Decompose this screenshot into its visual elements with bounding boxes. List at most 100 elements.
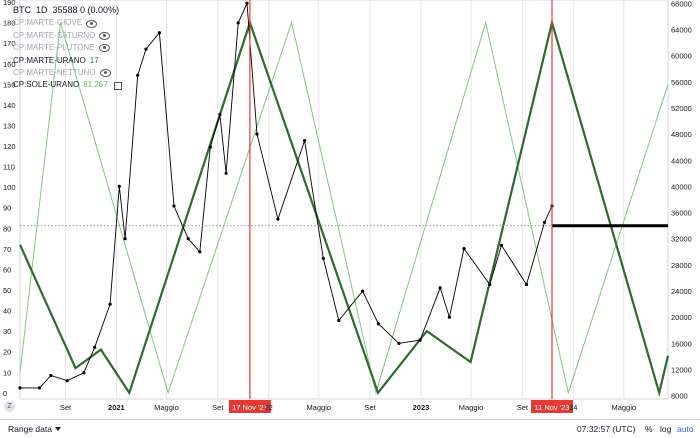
chart-canvas[interactable]: 0 10 20 30 40 50 60 70 80 90 100 110 120 130 140 150 160… [0,0,700,419]
btc-point [172,204,176,208]
btc-point [218,112,222,117]
btc-point [462,247,466,251]
square-icon[interactable] [113,81,122,90]
right-tick-label: 28000 [671,261,692,270]
legend-item-label: CP:MARTE-PLUTONE [13,43,95,53]
btc-point [65,379,69,383]
left-tick-label: 180 [3,19,16,28]
btc-point [108,302,112,306]
btc-point [397,341,401,345]
left-tick-label: 170 [3,39,16,48]
left-tick-label: 20 [3,348,11,357]
series-line-cp-marte-urano [18,18,670,398]
z-toggle-button[interactable]: Z [4,401,15,412]
range-selector[interactable]: Range data [8,424,61,434]
btc-point [376,322,380,326]
symbol-label[interactable]: BTC [13,5,31,15]
btc-point [321,256,325,260]
log-toggle[interactable]: log [660,424,672,434]
right-tick-label: 40000 [671,182,692,191]
right-tick-label: 44000 [671,156,692,165]
btc-point [208,145,212,149]
legend-item-label: CP:MARTE-URANO [13,55,86,65]
left-tick-label: 80 [3,224,11,233]
btc-point [524,282,529,287]
x-tick-label: Set [212,403,224,412]
right-tick-label: 24000 [671,287,692,296]
x-tick-label: Set [517,403,529,412]
left-tick-label: 190 [3,0,16,7]
x-tick-label: 11 Nov '23 [534,403,569,412]
left-tick-label: 70 [3,245,11,254]
auto-scale-toggle[interactable]: auto [677,424,694,434]
clock-time: 07:32:57 (UTC) [577,424,636,434]
left-tick-label: 60 [3,265,11,274]
right-tick-label: 20000 [671,313,692,322]
legend-title[interactable]: BTC 1D 35588 0 (0.00%) [13,4,122,16]
btc-point [418,338,422,342]
right-tick-label: 16000 [671,339,692,348]
legend-item-cp-marte-urano[interactable]: CP:MARTE-URANO 17 [13,55,122,67]
btc-point [198,250,202,254]
legend-item-label: CP:MARTE-NETTUNO [13,68,96,78]
btc-point [38,386,42,390]
legend-item-label: CP:MARTE-SATURNO [13,30,96,40]
x-tick-label: 2021 [108,403,125,412]
price-info: 35588 0 (0.00%) [52,5,120,15]
right-tick-label: 64000 [671,25,692,34]
legend-item-cp-marte-nettuno[interactable]: CP:MARTE-NETTUNO [13,67,122,79]
x-tick-label: Set [60,403,72,412]
btc-point [337,318,341,323]
btc-point [224,171,228,175]
legend-item-label: CP:SOLE-URANO [13,80,80,90]
eye-icon[interactable] [98,44,110,53]
left-tick-label: 150 [3,80,16,89]
left-tick-label: 30 [3,327,11,336]
btc-point [49,373,53,378]
btc-point [447,315,451,319]
right-tick-label: 68000 [671,0,692,8]
btc-point [499,243,504,247]
left-tick-label: 120 [3,142,16,151]
right-tick-label: 36000 [671,209,692,218]
interval-label[interactable]: 1D [36,5,48,15]
right-tick-label: 32000 [671,235,692,244]
btc-point [361,289,365,293]
btc-point [276,217,280,221]
chart-legend: BTC 1D 35588 0 (0.00%) CP:MARTE-GIOVE CP:… [13,4,122,92]
series-line-cp-sole-urano [19,20,669,395]
left-tick-label: 140 [3,101,16,110]
btc-point [18,386,22,390]
btc-point [136,73,140,77]
btc-point [255,132,259,136]
btc-point [93,345,97,349]
legend-item-cp-marte-plutone[interactable]: CP:MARTE-PLUTONE [13,42,122,54]
x-tick-label: 2023 [413,403,430,412]
btc-point [245,1,249,5]
x-tick-label: Maggio [611,403,636,412]
btc-point [117,184,121,188]
x-tick-label: 24 [569,403,577,412]
right-tick-label: 56000 [671,78,692,87]
percent-toggle[interactable]: % [645,424,653,434]
left-tick-label: 110 [3,163,15,172]
left-tick-label: 90 [3,204,11,213]
x-tick-label: Maggio [154,403,179,412]
right-tick-label: 52000 [671,104,692,113]
eye-icon[interactable] [86,19,98,28]
legend-item-value: 17 [89,55,99,65]
chevron-down-icon[interactable] [54,427,61,431]
x-tick-label: Maggio [306,403,331,412]
left-tick-label: 160 [3,60,16,69]
legend-item-cp-sole-urano[interactable]: CP:SOLE-URANO 81.267 [13,79,122,91]
x-tick-label: 22 [265,403,273,412]
range-label[interactable]: Range data [8,424,52,434]
btc-point [303,139,307,143]
eye-icon[interactable] [99,69,111,78]
legend-item-cp-marte-giove[interactable]: CP:MARTE-GIOVE [13,17,122,29]
eye-icon[interactable] [99,32,111,41]
btc-point [236,21,240,25]
btc-point [438,286,442,290]
legend-item-cp-marte-saturno[interactable]: CP:MARTE-SATURNO [13,30,122,42]
